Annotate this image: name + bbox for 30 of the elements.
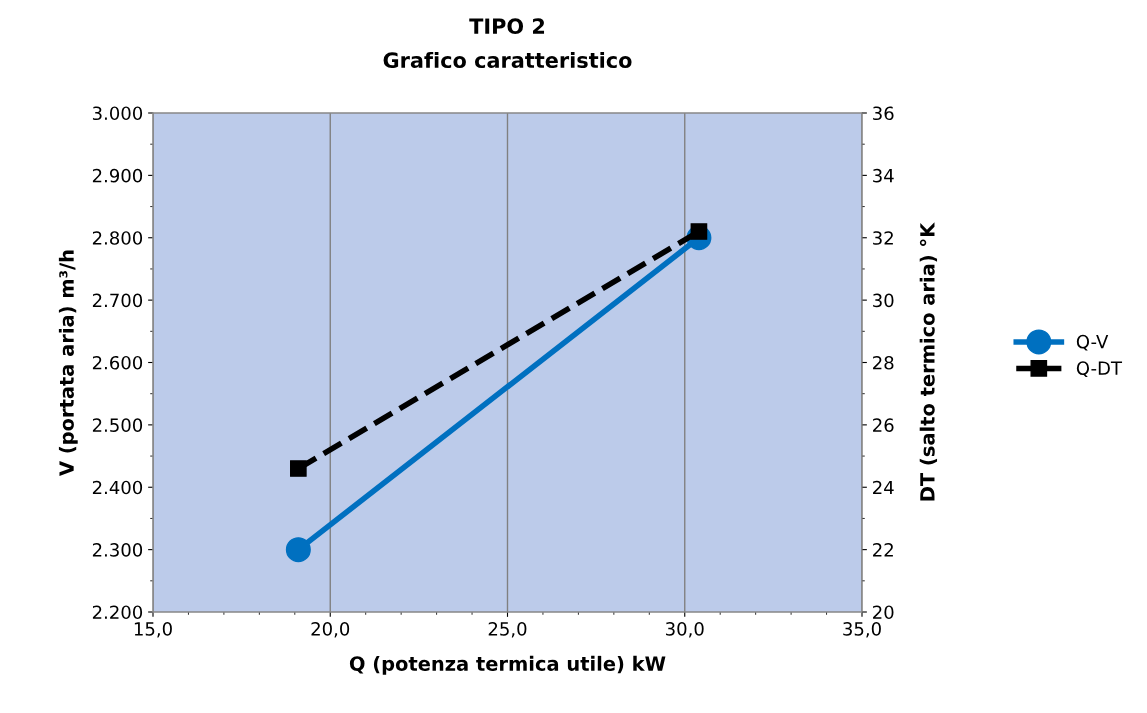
- y-tick-label: 2.700: [92, 293, 143, 308]
- chart-title: TIPO 2: [469, 18, 545, 35]
- y-tick-label: 2.400: [92, 480, 143, 495]
- x-axis-title: Q (potenza termica utile) kW: [349, 655, 666, 675]
- y2-tick-label: 28: [873, 355, 894, 370]
- y2-tick-label: 24: [873, 480, 894, 495]
- y-tick-label: 2.900: [92, 168, 143, 183]
- y2-tick-label: 34: [873, 168, 894, 183]
- x-tick-label: 30,0: [666, 622, 704, 638]
- y-tick-label: 2.500: [92, 418, 143, 432]
- y-tick-label: 2.300: [92, 543, 143, 557]
- y2-axis-title: DT (salto termico aria) °K: [919, 222, 938, 501]
- y2-tick-label: 30: [873, 293, 894, 308]
- legend-label: Q-V: [1076, 334, 1109, 351]
- y-axis-title: V (portata aria) m³/h: [58, 250, 78, 476]
- x-tick-label: 25,0: [488, 622, 527, 638]
- y2-tick-label: 22: [873, 543, 893, 557]
- legend-label: Q-DT: [1076, 361, 1123, 378]
- y-tick-label: 3.000: [92, 106, 143, 121]
- y2-tick-label: 32: [873, 231, 893, 245]
- x-tick-label: 20,0: [311, 622, 350, 638]
- y2-tick-label: 20: [873, 605, 894, 620]
- chart-subtitle: Grafico caratteristico: [383, 51, 632, 69]
- x-tick-label: 35,0: [843, 622, 881, 638]
- x-tick-label: 15,0: [134, 622, 172, 638]
- y-tick-label: 2.200: [92, 605, 143, 620]
- y2-tick-label: 36: [873, 106, 894, 121]
- y-tick-label: 2.600: [92, 355, 143, 370]
- y-tick-label: 2.800: [92, 231, 143, 245]
- y2-tick-label: 26: [873, 418, 894, 432]
